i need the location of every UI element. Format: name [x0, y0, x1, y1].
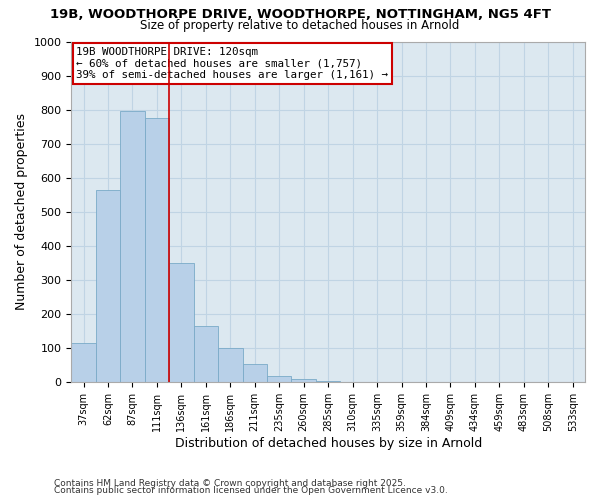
Bar — [71, 343, 96, 382]
Bar — [218, 348, 242, 382]
Bar — [292, 379, 316, 382]
Bar — [242, 364, 267, 382]
Bar — [120, 112, 145, 382]
Text: 19B WOODTHORPE DRIVE: 120sqm
← 60% of detached houses are smaller (1,757)
39% of: 19B WOODTHORPE DRIVE: 120sqm ← 60% of de… — [76, 46, 388, 80]
Text: Size of property relative to detached houses in Arnold: Size of property relative to detached ho… — [140, 18, 460, 32]
Bar — [96, 190, 120, 382]
Bar — [194, 326, 218, 382]
Text: Contains HM Land Registry data © Crown copyright and database right 2025.: Contains HM Land Registry data © Crown c… — [54, 478, 406, 488]
Bar — [316, 380, 340, 382]
Bar — [145, 118, 169, 382]
Text: 19B, WOODTHORPE DRIVE, WOODTHORPE, NOTTINGHAM, NG5 4FT: 19B, WOODTHORPE DRIVE, WOODTHORPE, NOTTI… — [49, 8, 551, 20]
Bar — [169, 263, 194, 382]
Y-axis label: Number of detached properties: Number of detached properties — [15, 114, 28, 310]
X-axis label: Distribution of detached houses by size in Arnold: Distribution of detached houses by size … — [175, 437, 482, 450]
Text: Contains public sector information licensed under the Open Government Licence v3: Contains public sector information licen… — [54, 486, 448, 495]
Bar — [267, 376, 292, 382]
